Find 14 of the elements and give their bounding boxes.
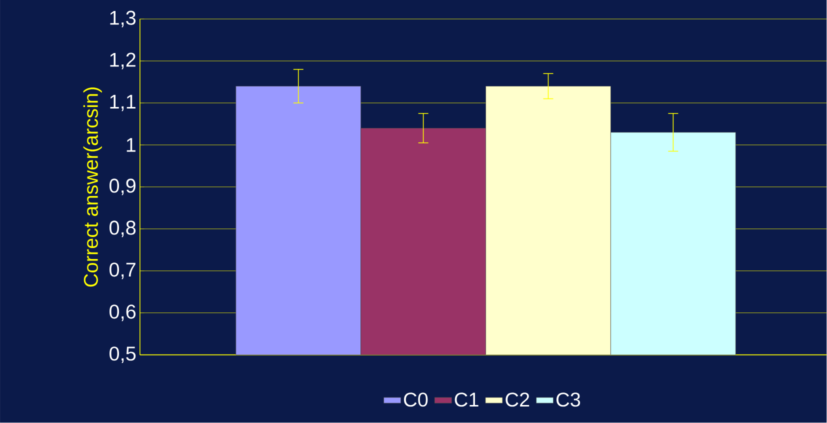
legend-label: C1 [454,392,478,407]
legend-label: C0 [404,392,428,407]
y-tick-label: 0,7 [110,262,136,280]
y-tick-label: 1,2 [110,52,136,70]
y-tick-label: 0,6 [110,304,136,322]
y-tick-label: 1,3 [110,10,136,28]
y-tick-label: 0,9 [110,178,136,196]
y-tick-label: 0,5 [110,346,136,364]
legend-label: C2 [506,392,530,407]
y-axis-title: Correct answer(arcsin) [83,88,102,287]
y-tick-label: 1,1 [110,94,136,112]
legend-label: C3 [556,392,580,407]
y-tick-label: 1 [126,138,136,152]
y-tick-label: 0,8 [110,220,136,238]
